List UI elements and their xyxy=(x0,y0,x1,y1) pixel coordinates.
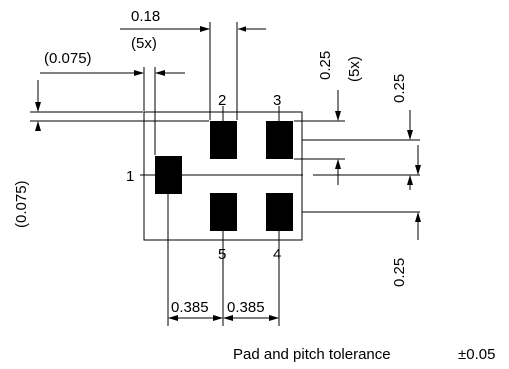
dim-pad-width-label: 0.18 xyxy=(131,8,160,25)
dim-pitch-x-left-label: 0.385 xyxy=(171,299,209,316)
dim-edge-offset-y xyxy=(30,80,209,131)
dim-pad-length-count: (5x) xyxy=(346,56,363,82)
pin-1-label: 1 xyxy=(126,168,134,185)
dim-edge-offset-x xyxy=(40,67,185,155)
pin-2-label: 2 xyxy=(218,92,226,109)
dim-pad-width xyxy=(120,22,266,120)
tolerance-note-label: Pad and pitch tolerance xyxy=(233,346,391,363)
tolerance-note-value: ±0.05 xyxy=(458,346,495,363)
dim-pad-length xyxy=(294,90,345,185)
pin-4-label: 4 xyxy=(273,246,281,263)
pad-2 xyxy=(210,121,237,159)
dim-edge-offset-y-label: (0.075) xyxy=(13,180,30,228)
dim-pitch-y-top xyxy=(302,110,420,190)
dim-pitch-y-bottom xyxy=(302,145,421,240)
pad-4 xyxy=(266,193,293,231)
pin-3-label: 3 xyxy=(273,92,281,109)
pad-5 xyxy=(210,193,237,231)
dim-pitch-y-top-label: 0.25 xyxy=(391,74,408,103)
pad-3 xyxy=(266,121,293,159)
dim-edge-offset-x-label: (0.075) xyxy=(44,50,92,67)
dim-pitch-x-right-label: 0.385 xyxy=(227,299,265,316)
dim-pitch-x xyxy=(167,194,280,326)
pin-5-label: 5 xyxy=(218,246,226,263)
dim-pitch-y-bottom-label: 0.25 xyxy=(391,258,408,287)
dim-pad-width-count: (5x) xyxy=(131,35,157,52)
dim-pad-length-label: 0.25 xyxy=(317,51,334,80)
